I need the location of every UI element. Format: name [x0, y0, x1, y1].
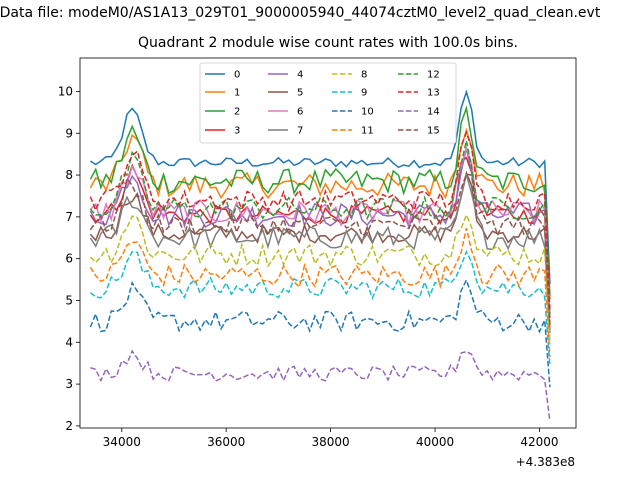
series-line-9 [89, 249, 551, 366]
legend-label-12: 12 [427, 70, 440, 81]
series-line-13 [89, 130, 551, 309]
y-tick-label: 10 [58, 84, 73, 98]
series-line-14 [90, 349, 551, 422]
series-line-15 [89, 173, 551, 325]
y-tick-label: 8 [65, 168, 73, 182]
legend-label-10: 10 [361, 107, 374, 118]
series-line-8 [89, 212, 551, 344]
series-line-11 [89, 227, 551, 358]
legend-label-3: 3 [234, 126, 240, 137]
y-tick-label: 2 [65, 419, 73, 433]
chart-title: Quadrant 2 module wise count rates with … [138, 35, 518, 51]
x-tick-label: 34000 [103, 435, 141, 449]
legend-label-2: 2 [234, 107, 240, 118]
legend-label-4: 4 [297, 70, 303, 81]
series-layer [89, 89, 551, 422]
series-line-2 [89, 105, 551, 297]
legend-label-5: 5 [297, 88, 303, 99]
legend-label-15: 15 [427, 126, 440, 137]
x-tick-label: 40000 [416, 435, 454, 449]
legend-label-0: 0 [234, 70, 240, 81]
series-line-10 [89, 278, 551, 388]
y-tick-label: 9 [65, 126, 73, 140]
y-tick-label: 4 [65, 335, 73, 349]
y-tick-label: 6 [65, 252, 73, 266]
legend-box [199, 62, 457, 144]
legend-label-1: 1 [234, 88, 240, 99]
axes-ticks: 34000 36000 38000 40000 42000 2 3 4 5 6 7 8 9 10 [58, 84, 559, 449]
x-tick-label: 42000 [520, 435, 558, 449]
plot-frame [79, 57, 577, 429]
legend-label-9: 9 [361, 88, 367, 99]
legend-label-6: 6 [297, 107, 303, 118]
x-tick-label: 38000 [312, 435, 350, 449]
y-tick-label: 5 [65, 293, 73, 307]
series-line-7 [89, 174, 551, 333]
legend-label-8: 8 [361, 70, 367, 81]
series-line-6 [89, 145, 551, 317]
x-offset-label: +4.383e8 [516, 455, 575, 469]
series-line-0 [89, 89, 551, 285]
series-line-12 [89, 140, 551, 314]
figure-suptitle: Data file: modeM0/AS1A13_029T01_90000059… [0, 5, 601, 21]
legend-label-7: 7 [297, 126, 303, 137]
y-tick-label: 3 [65, 377, 73, 391]
x-tick-label: 36000 [207, 435, 245, 449]
legend-label-14: 14 [427, 107, 440, 118]
y-tick-label: 7 [65, 210, 73, 224]
legend-label-13: 13 [427, 88, 440, 99]
series-line-4 [89, 148, 551, 318]
legend-label-11: 11 [361, 126, 374, 137]
